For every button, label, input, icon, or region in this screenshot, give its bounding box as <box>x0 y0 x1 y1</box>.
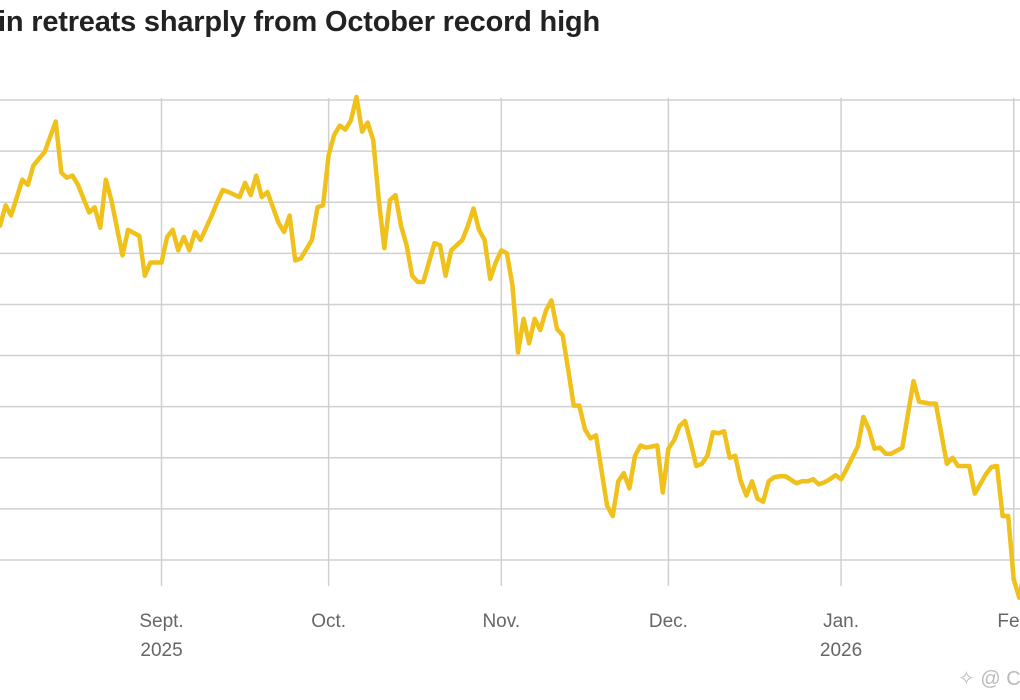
x-tick-label: Feb <box>954 607 1020 636</box>
watermark-text: @ C <box>980 668 1020 690</box>
x-tick-month: Oct. <box>311 611 347 632</box>
x-tick-month: Jan. <box>823 611 860 632</box>
x-tick-label: Oct. <box>269 607 389 636</box>
chart-title: in retreats sharply from October record … <box>0 6 600 38</box>
watermark: ✧ @ C <box>958 666 1020 691</box>
x-tick-label: Dec. <box>608 607 728 636</box>
x-tick-label: Sept. 2025 <box>102 607 222 665</box>
diamond-logo-icon: ✧ <box>958 668 975 690</box>
data-points <box>0 96 1020 598</box>
x-tick-year: 2025 <box>140 640 183 661</box>
price-line <box>0 94 1020 601</box>
x-tick-month: Feb <box>997 611 1020 632</box>
x-tick-month: Dec. <box>648 611 688 632</box>
vertical-gridlines <box>160 98 1015 586</box>
x-tick-label: Nov. <box>441 607 561 636</box>
x-tick-year: 2026 <box>819 640 863 661</box>
x-tick-label: Jan. 2026 <box>781 607 901 665</box>
horizontal-gridlines <box>0 99 1020 561</box>
x-tick-month: Sept. <box>139 611 184 632</box>
x-tick-month: Nov. <box>482 611 521 632</box>
